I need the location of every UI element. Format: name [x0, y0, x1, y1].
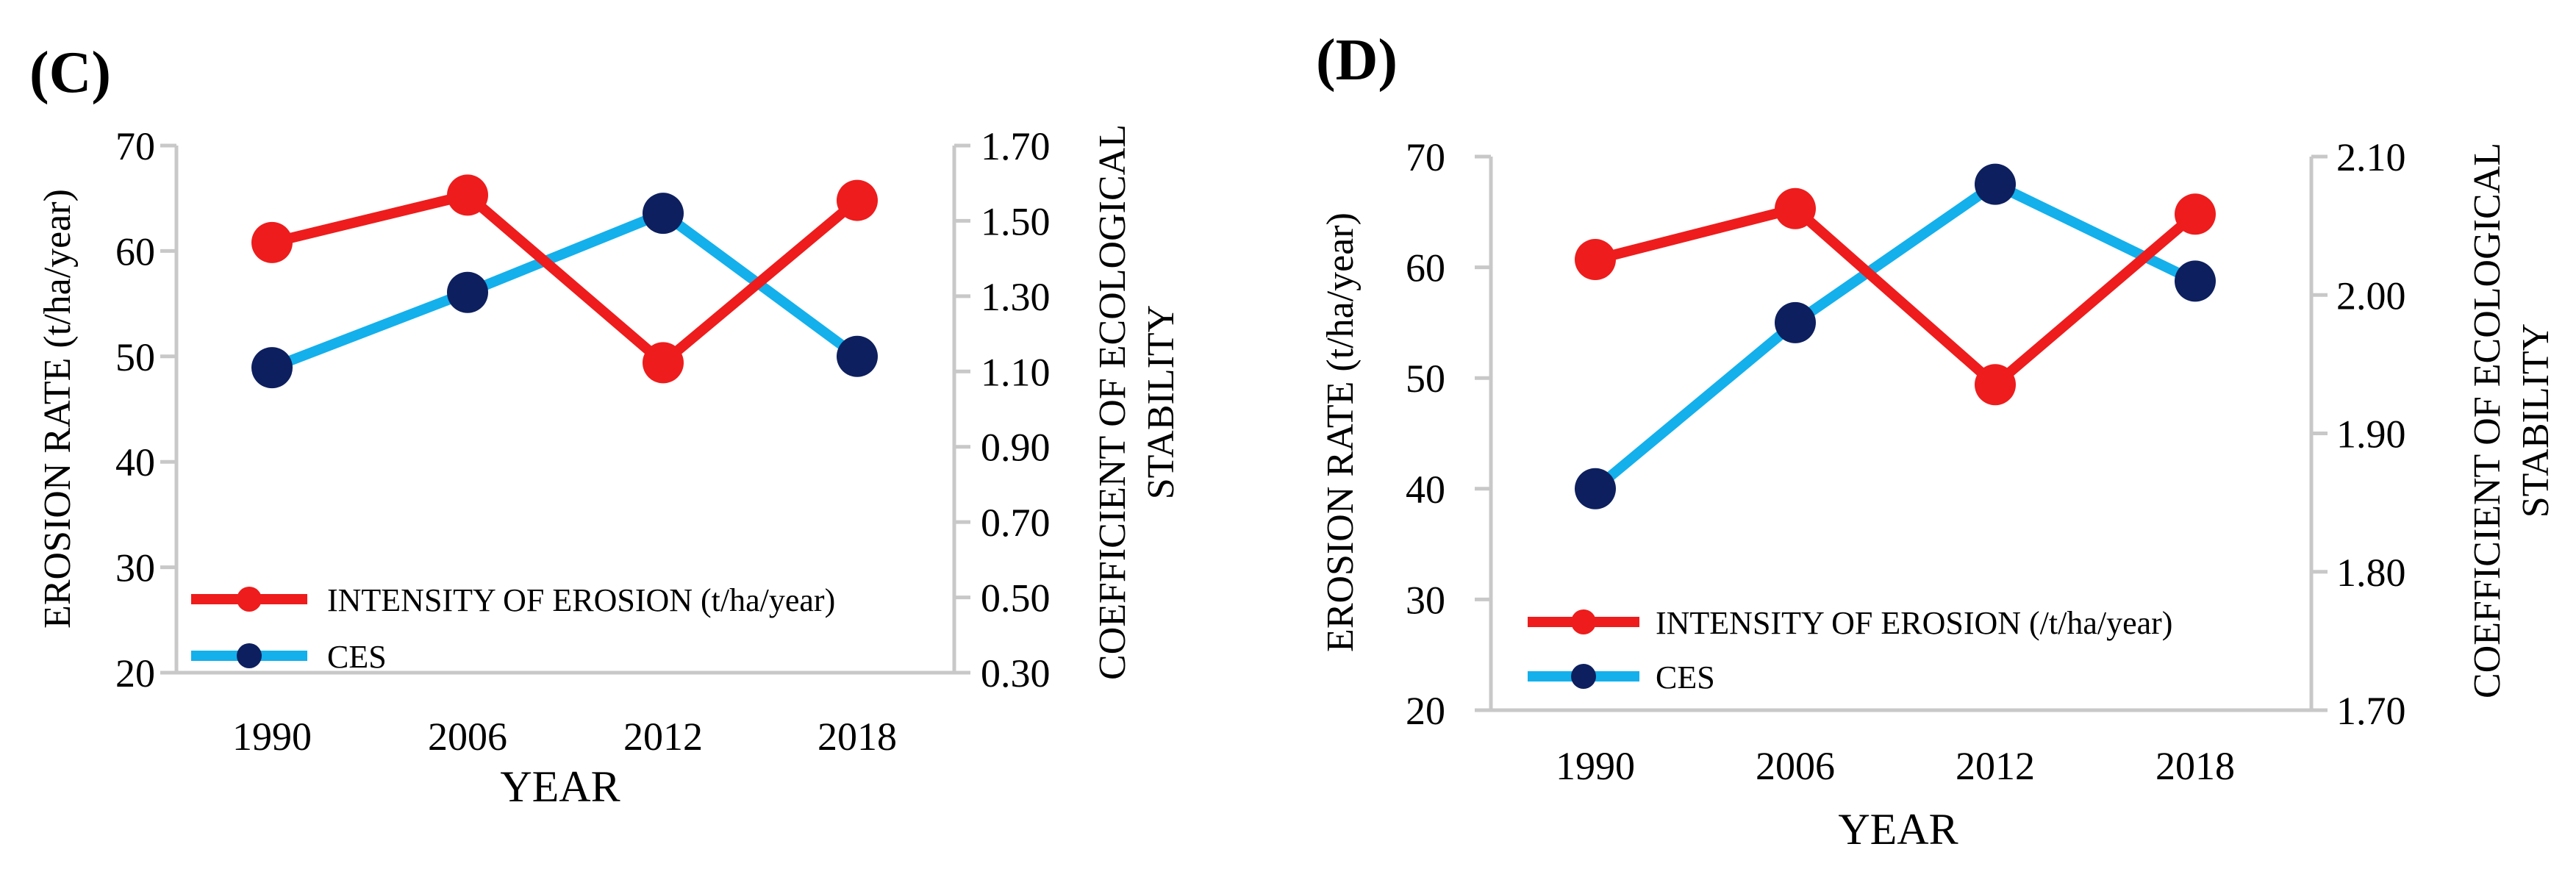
left-tick-label: 40 [115, 440, 155, 484]
left-tick-label: 30 [1406, 578, 1445, 622]
x-tick-label: 2012 [623, 715, 703, 759]
left-tick-label: 20 [1406, 689, 1445, 733]
y-axis-title: EROSION RATE (t/ha/year) [1320, 212, 1362, 652]
intensity-point [251, 221, 293, 263]
right-tick-label: 1.80 [2336, 551, 2406, 595]
legend-intensity-label: INTENSITY OF EROSION (/t/ha/year) [1656, 605, 2172, 641]
legend-ces-label: CES [1656, 659, 1715, 695]
x-axis-title: YEAR [1838, 805, 1958, 854]
x-tick-label: 2018 [2155, 744, 2235, 788]
panel-label: (D) [1316, 28, 1398, 93]
y2-axis-title: STABILITY [2515, 323, 2557, 518]
ces-point [1975, 163, 2016, 205]
right-tick-label: 2.10 [2336, 135, 2406, 179]
ces-point [1775, 301, 1816, 343]
y2-axis-title: STABILITY [1140, 305, 1182, 499]
legend-intensity-marker [1571, 609, 1596, 634]
intensity-point [1575, 239, 1616, 281]
left-tick-label: 50 [115, 335, 155, 379]
x-axis-title: YEAR [500, 762, 620, 811]
ces-point [2175, 260, 2216, 302]
ces-point [643, 193, 684, 235]
chart-panel-1: (C) 20 30 40 50 60 70 0.30 0.50 0.70 0.90 1.10 1.30 1… [29, 40, 1182, 811]
right-tick-label: 2.00 [2336, 273, 2406, 318]
right-tick-label: 0.90 [981, 426, 1051, 470]
x-tick-label: 2018 [817, 715, 897, 759]
right-tick-label: 1.50 [981, 199, 1051, 243]
intensity-point [2175, 193, 2216, 235]
right-tick-label: 1.90 [2336, 412, 2406, 457]
legend-ces-marker [237, 643, 262, 668]
right-tick-label: 1.30 [981, 275, 1051, 319]
intensity-point [1975, 364, 2016, 406]
x-tick-label: 1990 [232, 715, 312, 759]
legend: INTENSITY OF EROSION (t/ha/year) CES [191, 582, 835, 675]
x-tick-label: 1990 [1556, 744, 1635, 788]
left-tick-label: 70 [115, 124, 155, 168]
right-tick-label: 0.70 [981, 501, 1051, 545]
left-tick-label: 30 [115, 546, 155, 590]
panel-label: (C) [29, 40, 111, 105]
ces-series-line [1592, 179, 2198, 493]
left-tick-label: 60 [115, 229, 155, 273]
left-tick-label: 20 [115, 651, 155, 695]
legend-ces-label: CES [327, 639, 387, 675]
legend: INTENSITY OF EROSION (/t/ha/year) CES [1528, 605, 2172, 695]
ces-point [1575, 468, 1616, 509]
ces-point [837, 335, 878, 377]
x-tick-label: 2012 [1956, 744, 2035, 788]
right-tick-label: 0.30 [981, 651, 1051, 695]
chart-panel-2: (D) 20 30 40 50 60 70 1.70 1.80 1.90 2.00 2.10 1990 2… [1316, 28, 2557, 854]
y2-axis-title: COEFFICIENT OF ECOLOGICAL [1092, 124, 1134, 680]
intensity-point [447, 174, 488, 216]
right-tick-label: 1.70 [981, 124, 1051, 168]
ces-point [251, 347, 293, 389]
right-tick-label: 0.50 [981, 576, 1051, 620]
left-tick-label: 50 [1406, 357, 1445, 401]
x-tick-label: 2006 [428, 715, 507, 759]
legend-intensity-marker [237, 587, 262, 612]
x-tick-label: 2006 [1756, 744, 1835, 788]
intensity-series-line [1594, 203, 2199, 390]
right-tick-label: 1.10 [981, 350, 1051, 394]
y2-axis-title: COEFFICIENT OF ECOLOGICAL [2466, 143, 2508, 698]
legend-intensity-label: INTENSITY OF EROSION (t/ha/year) [327, 582, 835, 618]
intensity-point [1775, 187, 1816, 229]
y-axis-title: EROSION RATE (t/ha/year) [37, 189, 79, 629]
ces-point [447, 271, 488, 313]
intensity-point [837, 179, 878, 221]
left-tick-label: 60 [1406, 246, 1445, 290]
right-tick-label: 1.70 [2336, 689, 2406, 733]
intensity-series-line [271, 190, 861, 368]
intensity-point [643, 342, 684, 384]
left-tick-label: 40 [1406, 468, 1445, 512]
left-tick-label: 70 [1406, 135, 1445, 179]
ces-series-line [270, 208, 861, 373]
legend-ces-marker [1571, 664, 1596, 689]
